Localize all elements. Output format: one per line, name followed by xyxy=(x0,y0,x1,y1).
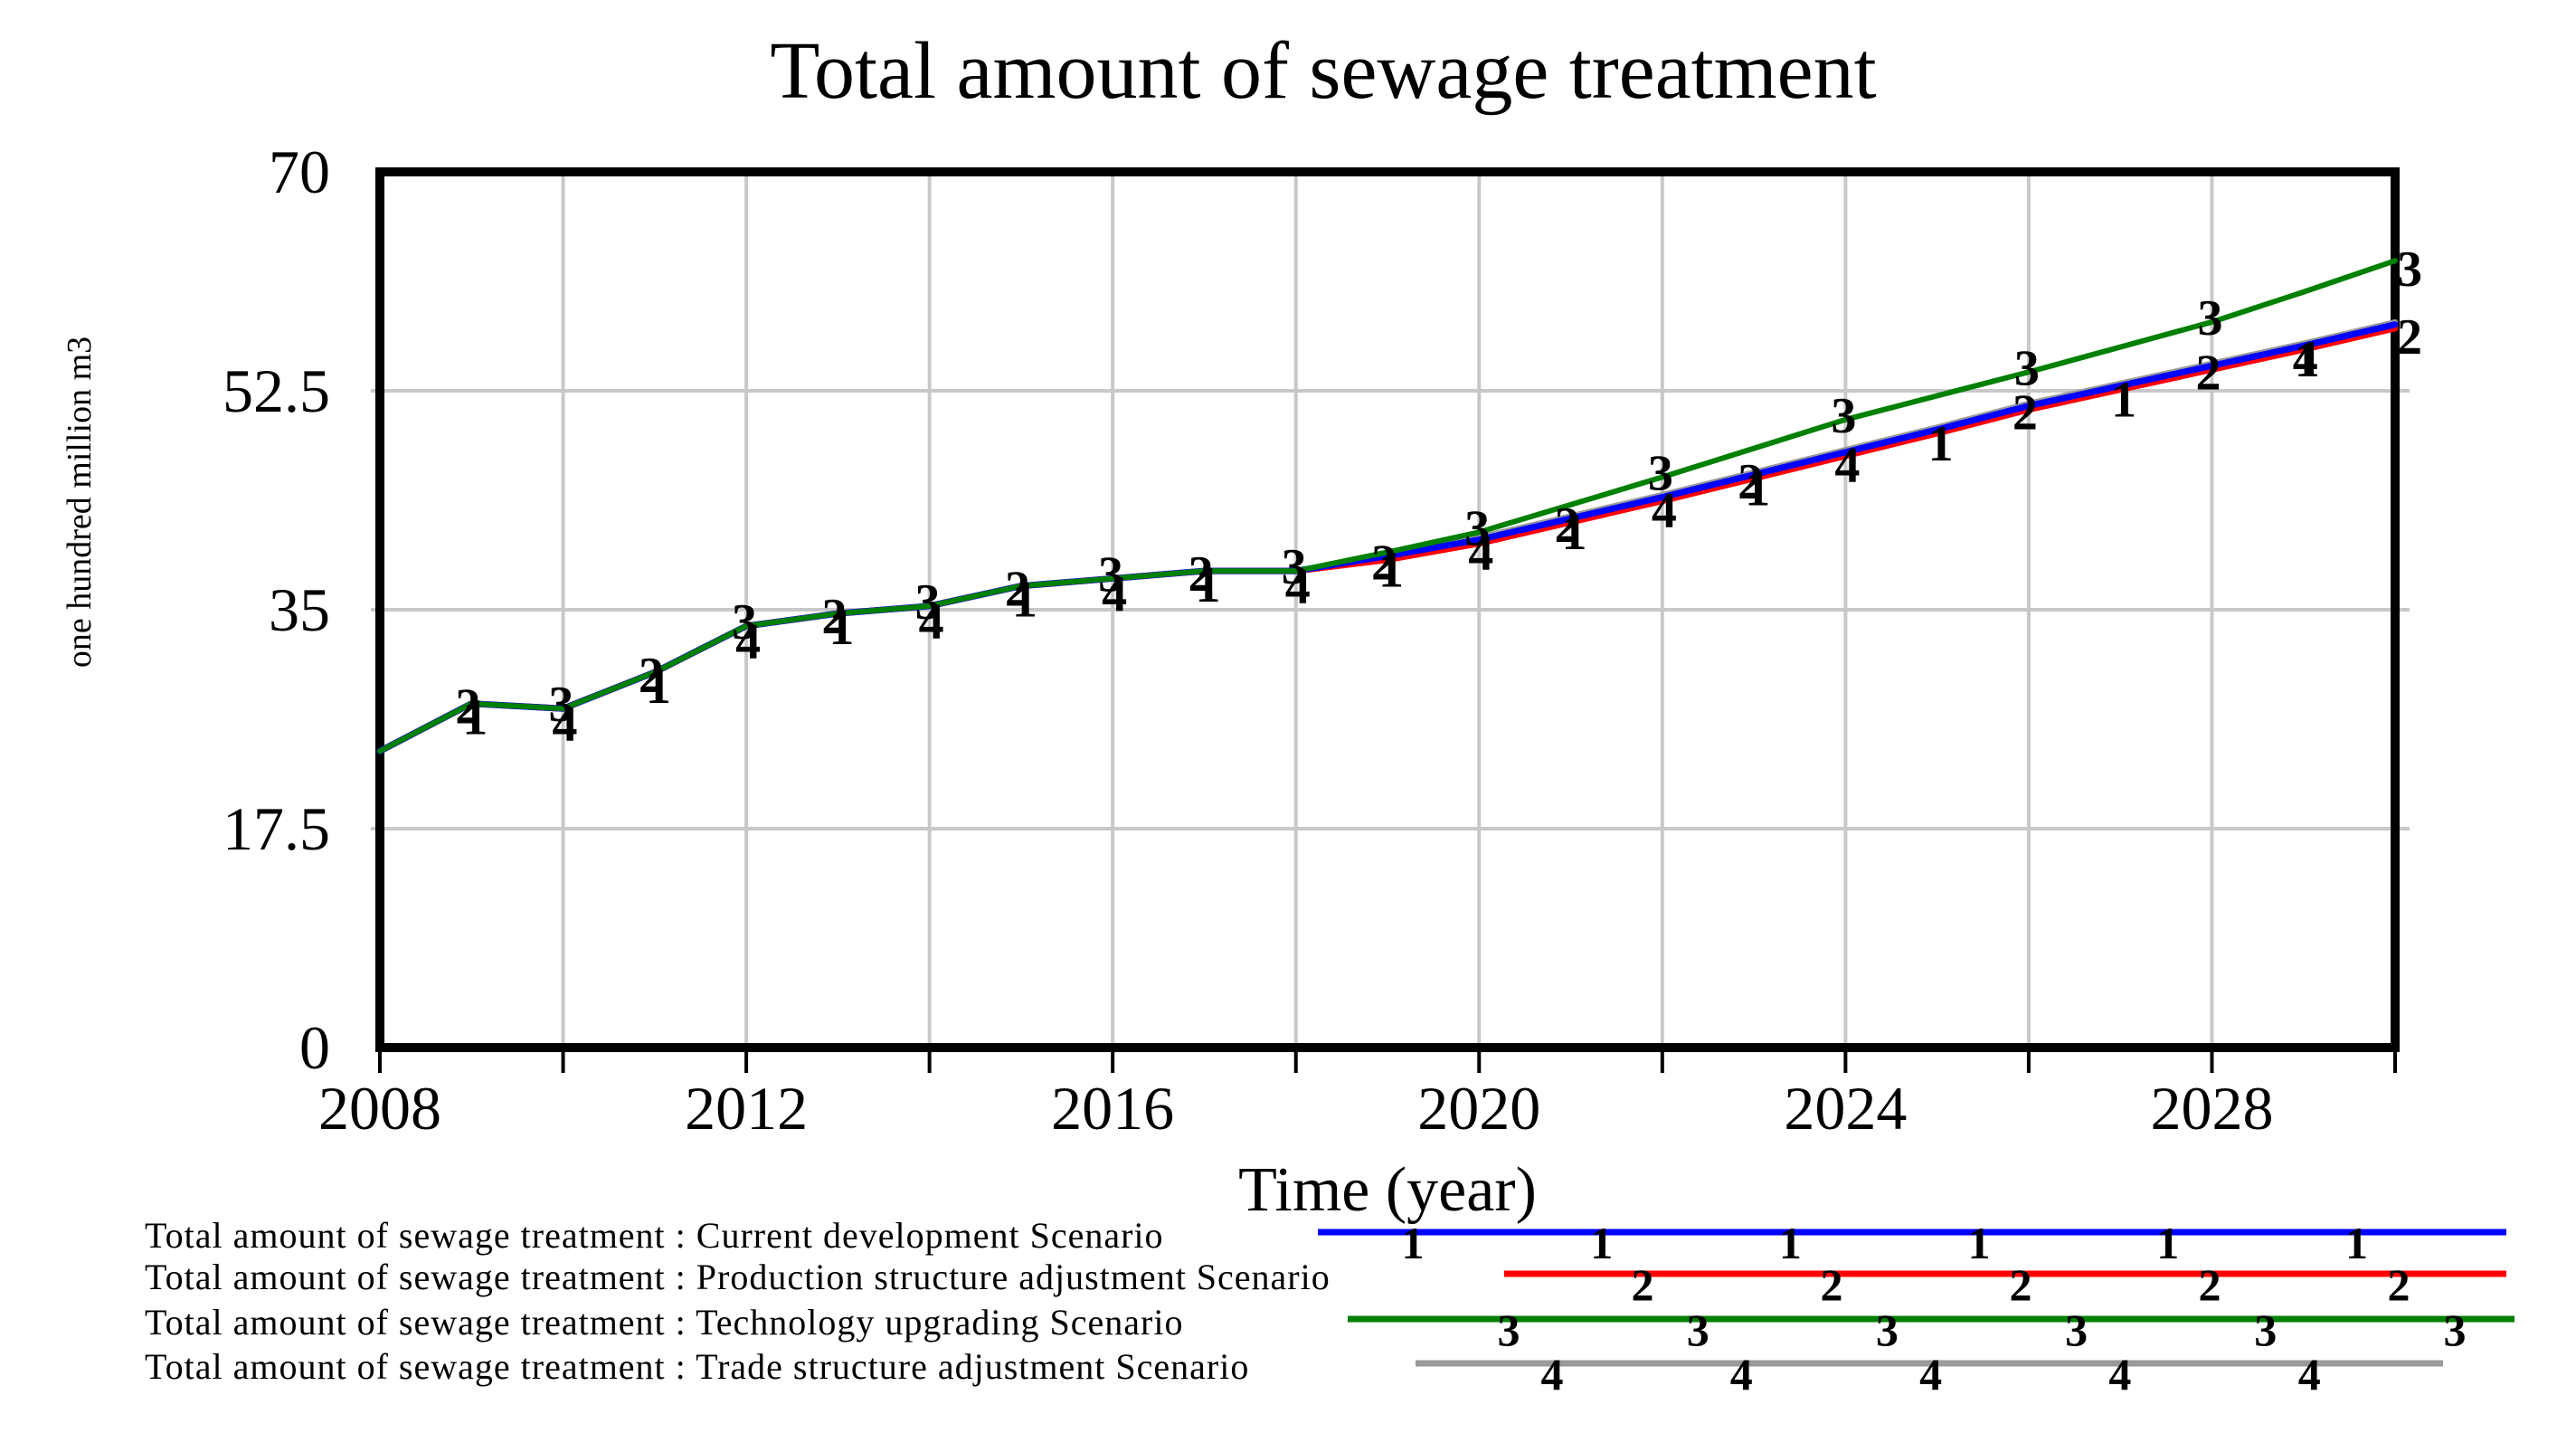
legend-marker-3-6: 3 xyxy=(2444,1305,2467,1355)
marker-4-2016: 4 xyxy=(1102,566,1127,622)
legend-marker-4-2: 4 xyxy=(1730,1349,1753,1400)
marker-2-2021: 2 xyxy=(1555,498,1580,554)
legend-marker-4-3: 4 xyxy=(1919,1349,1942,1400)
legend-marker-1-4: 1 xyxy=(1968,1218,1991,1268)
marker-1-2025: 1 xyxy=(1928,416,1954,472)
marker-1-2009: 1 xyxy=(462,690,488,746)
legend-marker-4-5: 4 xyxy=(2298,1349,2321,1400)
y-tick-label-52.5: 52.5 xyxy=(223,356,330,425)
marker-1-2017: 1 xyxy=(1195,557,1220,613)
marker-3-2012: 3 xyxy=(732,594,757,650)
marker-2-2009: 2 xyxy=(455,679,480,735)
x-tick-label-2024: 2024 xyxy=(1784,1074,1907,1143)
y-tick-label-35: 35 xyxy=(269,575,330,644)
gridlines-layer xyxy=(371,172,2410,1053)
x-tick-label-2012: 2012 xyxy=(685,1074,808,1143)
plot-frame xyxy=(375,167,2400,1052)
marker-2-2030: 2 xyxy=(2397,309,2422,365)
x-tick-label-2028: 2028 xyxy=(2150,1074,2273,1143)
legend-marker-3-5: 3 xyxy=(2254,1305,2277,1355)
marker-3-2010: 3 xyxy=(549,677,574,733)
marker-3-2016: 3 xyxy=(1098,546,1123,603)
legend-marker-1-3: 1 xyxy=(1779,1218,1802,1268)
marker-1-2021: 1 xyxy=(1562,505,1587,561)
legend-marker-4-4: 4 xyxy=(2108,1349,2131,1400)
marker-3-2018: 3 xyxy=(1282,539,1307,595)
marker-2-2028: 2 xyxy=(2195,345,2221,401)
y-axis-unit-label: one hundred million m3 xyxy=(61,337,99,668)
x-axis-title: Time (year) xyxy=(1238,1155,1537,1225)
legend-marker-3-1: 3 xyxy=(1498,1305,1520,1355)
marker-3-2026: 3 xyxy=(2014,340,2040,396)
marker-3-2030: 3 xyxy=(2397,242,2422,298)
legend-marker-1-1: 1 xyxy=(1402,1218,1425,1268)
legend-label-2: Total amount of sewage treatment : Produ… xyxy=(145,1257,1331,1297)
marker-1-2027: 1 xyxy=(2111,372,2136,428)
y-tick-label-70: 70 xyxy=(269,138,330,206)
marker-1-2029: 1 xyxy=(2295,332,2320,388)
legend-marker-2-2: 2 xyxy=(1821,1259,1843,1310)
legend-marker-2-3: 2 xyxy=(2010,1259,2032,1310)
legend-marker-4-1: 4 xyxy=(1541,1349,1564,1400)
legend-marker-1-6: 1 xyxy=(2345,1218,2368,1268)
marker-3-2028: 3 xyxy=(2197,290,2222,346)
legend-marker-2-1: 2 xyxy=(1632,1259,1654,1310)
marker-4-2029: 4 xyxy=(2293,331,2318,387)
legend-layer: Total amount of sewage treatment : Curre… xyxy=(145,1215,2514,1400)
marker-4-2020: 4 xyxy=(1468,526,1493,582)
legend-marker-3-3: 3 xyxy=(1876,1305,1899,1355)
marker-4-2012: 4 xyxy=(735,614,761,670)
legend-label-1: Total amount of sewage treatment : Curre… xyxy=(145,1215,1164,1256)
axis-ticks-layer xyxy=(378,1052,2397,1073)
marker-3-2024: 3 xyxy=(1831,388,1856,444)
marker-1-2019: 1 xyxy=(1378,543,1404,599)
marker-3-2022: 3 xyxy=(1648,445,1673,501)
marker-2-2015: 2 xyxy=(1005,562,1030,618)
series-lines-layer xyxy=(376,258,2399,754)
legend-row-3: Total amount of sewage treatment : Techn… xyxy=(145,1302,2514,1355)
marker-4-2024: 4 xyxy=(1834,438,1860,494)
legend-marker-3-2: 3 xyxy=(1687,1305,1709,1355)
legend-label-3: Total amount of sewage treatment : Techn… xyxy=(145,1302,1183,1343)
marker-2-2013: 2 xyxy=(821,589,847,645)
x-tick-label-2020: 2020 xyxy=(1417,1074,1540,1143)
marker-4-2022: 4 xyxy=(1652,483,1677,539)
axis-tick-labels-layer: 0 17.5 35 52.5 70 2008 2012 2016 2020 2024 2028 xyxy=(223,138,2273,1143)
y-tick-label-0: 0 xyxy=(299,1013,330,1082)
legend-row-2: Total amount of sewage treatment : Produ… xyxy=(145,1257,2506,1310)
legend-label-4: Total amount of sewage treatment : Trade… xyxy=(145,1346,1249,1387)
marker-3-2020: 3 xyxy=(1464,500,1490,556)
legend-marker-3-4: 3 xyxy=(2065,1305,2088,1355)
legend-marker-2-4: 2 xyxy=(2199,1259,2221,1310)
marker-2-2019: 2 xyxy=(1371,536,1397,592)
marker-3-2014: 3 xyxy=(915,574,941,631)
series-line-3-technology-upgrading-scenario xyxy=(377,258,2398,754)
plot-frame-layer xyxy=(375,167,2400,1052)
legend-row-1: Total amount of sewage treatment : Curre… xyxy=(145,1215,2506,1268)
marker-2-2023: 2 xyxy=(1738,454,1763,510)
legend-marker-1-2: 1 xyxy=(1590,1218,1613,1268)
marker-2-2026: 2 xyxy=(2012,385,2038,441)
legend-row-4: Total amount of sewage treatment : Trade… xyxy=(145,1346,2443,1400)
marker-4-2018: 4 xyxy=(1285,559,1311,615)
marker-1-2011: 1 xyxy=(646,659,671,715)
legend-marker-1-5: 1 xyxy=(2156,1218,2179,1268)
x-tick-label-2016: 2016 xyxy=(1051,1074,1174,1143)
marker-2-2017: 2 xyxy=(1188,546,1213,603)
marker-1-2015: 1 xyxy=(1012,573,1037,629)
legend-marker-2-5: 2 xyxy=(2388,1259,2410,1310)
x-tick-label-2008: 2008 xyxy=(318,1074,441,1143)
marker-1-2013: 1 xyxy=(829,600,854,656)
marker-4-2010: 4 xyxy=(553,697,578,753)
marker-2-2011: 2 xyxy=(639,648,664,704)
marker-4-2014: 4 xyxy=(919,594,944,650)
marker-1-2023: 1 xyxy=(1745,461,1770,517)
chart-title: Total amount of sewage treatment xyxy=(770,26,1876,116)
y-tick-label-17.5: 17.5 xyxy=(223,794,330,863)
